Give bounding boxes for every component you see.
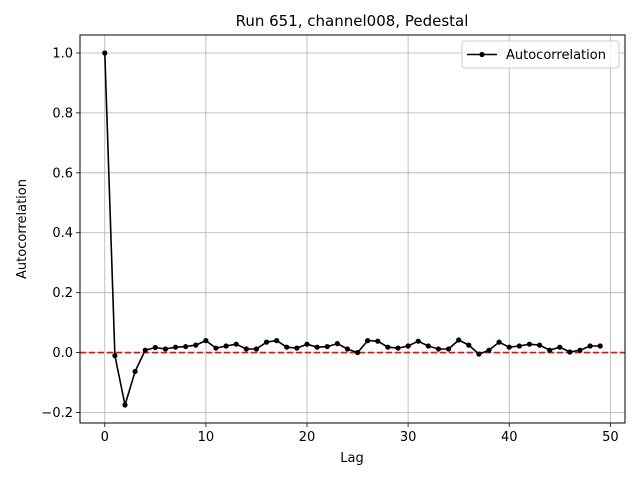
- data-point: [405, 343, 411, 349]
- data-point: [193, 342, 199, 348]
- data-point: [476, 351, 482, 357]
- x-tick-label: 10: [198, 430, 215, 445]
- x-axis-label: Lag: [340, 451, 363, 466]
- x-tick-label: 20: [299, 430, 316, 445]
- data-point: [456, 337, 462, 343]
- y-tick-label: 0.0: [52, 346, 73, 361]
- data-point: [365, 338, 371, 344]
- data-point: [375, 338, 381, 344]
- data-point: [536, 342, 543, 348]
- data-point: [597, 343, 603, 349]
- y-tick-label: 0.6: [52, 166, 73, 181]
- data-point: [567, 349, 573, 355]
- y-tick-label: 0.4: [52, 226, 73, 241]
- data-point: [243, 346, 249, 352]
- data-point: [395, 345, 401, 351]
- data-point: [314, 344, 320, 350]
- data-point: [233, 341, 239, 347]
- x-tick-label: 50: [602, 430, 619, 445]
- data-point: [415, 338, 421, 344]
- data-point: [425, 343, 431, 349]
- legend-marker-swatch: [479, 51, 485, 58]
- data-point: [587, 343, 593, 349]
- chart-title: Run 651, channel008, Pedestal: [236, 12, 469, 30]
- series-autocorrelation: [102, 50, 603, 408]
- data-point: [344, 346, 351, 352]
- x-tick-label: 0: [101, 430, 109, 445]
- y-tick-label: −0.2: [41, 406, 73, 421]
- legend-label: Autocorrelation: [506, 48, 606, 63]
- data-point: [547, 347, 553, 353]
- data-point: [213, 345, 219, 351]
- y-tick-label: 1.0: [52, 46, 73, 61]
- legend-box: [461, 40, 620, 69]
- data-point: [132, 368, 138, 375]
- data-point: [506, 344, 512, 350]
- data-point: [445, 346, 452, 352]
- data-point: [274, 338, 280, 344]
- data-point: [183, 343, 189, 350]
- y-tick-label: 0.2: [52, 286, 73, 301]
- data-point: [223, 343, 229, 349]
- data-point: [263, 339, 270, 345]
- axis-ticks: 0 10 20 30 40 50 −0.2 0.0 0.2 0.4 0.6 0.8 1.0: [41, 46, 618, 445]
- data-point: [152, 344, 158, 351]
- data-point: [122, 402, 128, 408]
- data-point: [112, 352, 118, 359]
- y-axis-label: Autocorrelation: [15, 179, 30, 279]
- data-point: [172, 344, 179, 350]
- data-point: [435, 346, 442, 352]
- data-point: [496, 339, 502, 345]
- data-point: [466, 342, 472, 348]
- data-point: [334, 341, 340, 347]
- data-point: [102, 50, 108, 56]
- data-point: [253, 346, 260, 352]
- data-point: [203, 338, 209, 344]
- legend: Autocorrelation: [461, 40, 620, 69]
- data-point: [324, 343, 330, 350]
- data-point: [294, 345, 300, 351]
- data-point: [354, 349, 361, 356]
- data-point: [142, 347, 148, 353]
- data-point: [577, 347, 583, 353]
- data-point: [486, 347, 492, 353]
- y-tick-label: 0.8: [52, 106, 73, 121]
- data-point: [516, 343, 522, 349]
- data-point: [162, 346, 169, 352]
- data-point: [526, 341, 533, 347]
- data-point: [304, 341, 310, 347]
- data-point: [385, 344, 391, 350]
- data-point: [284, 344, 290, 350]
- plot-frame: [79, 34, 626, 424]
- data-point: [557, 344, 563, 350]
- x-tick-label: 40: [501, 430, 518, 445]
- x-tick-label: 30: [400, 430, 417, 445]
